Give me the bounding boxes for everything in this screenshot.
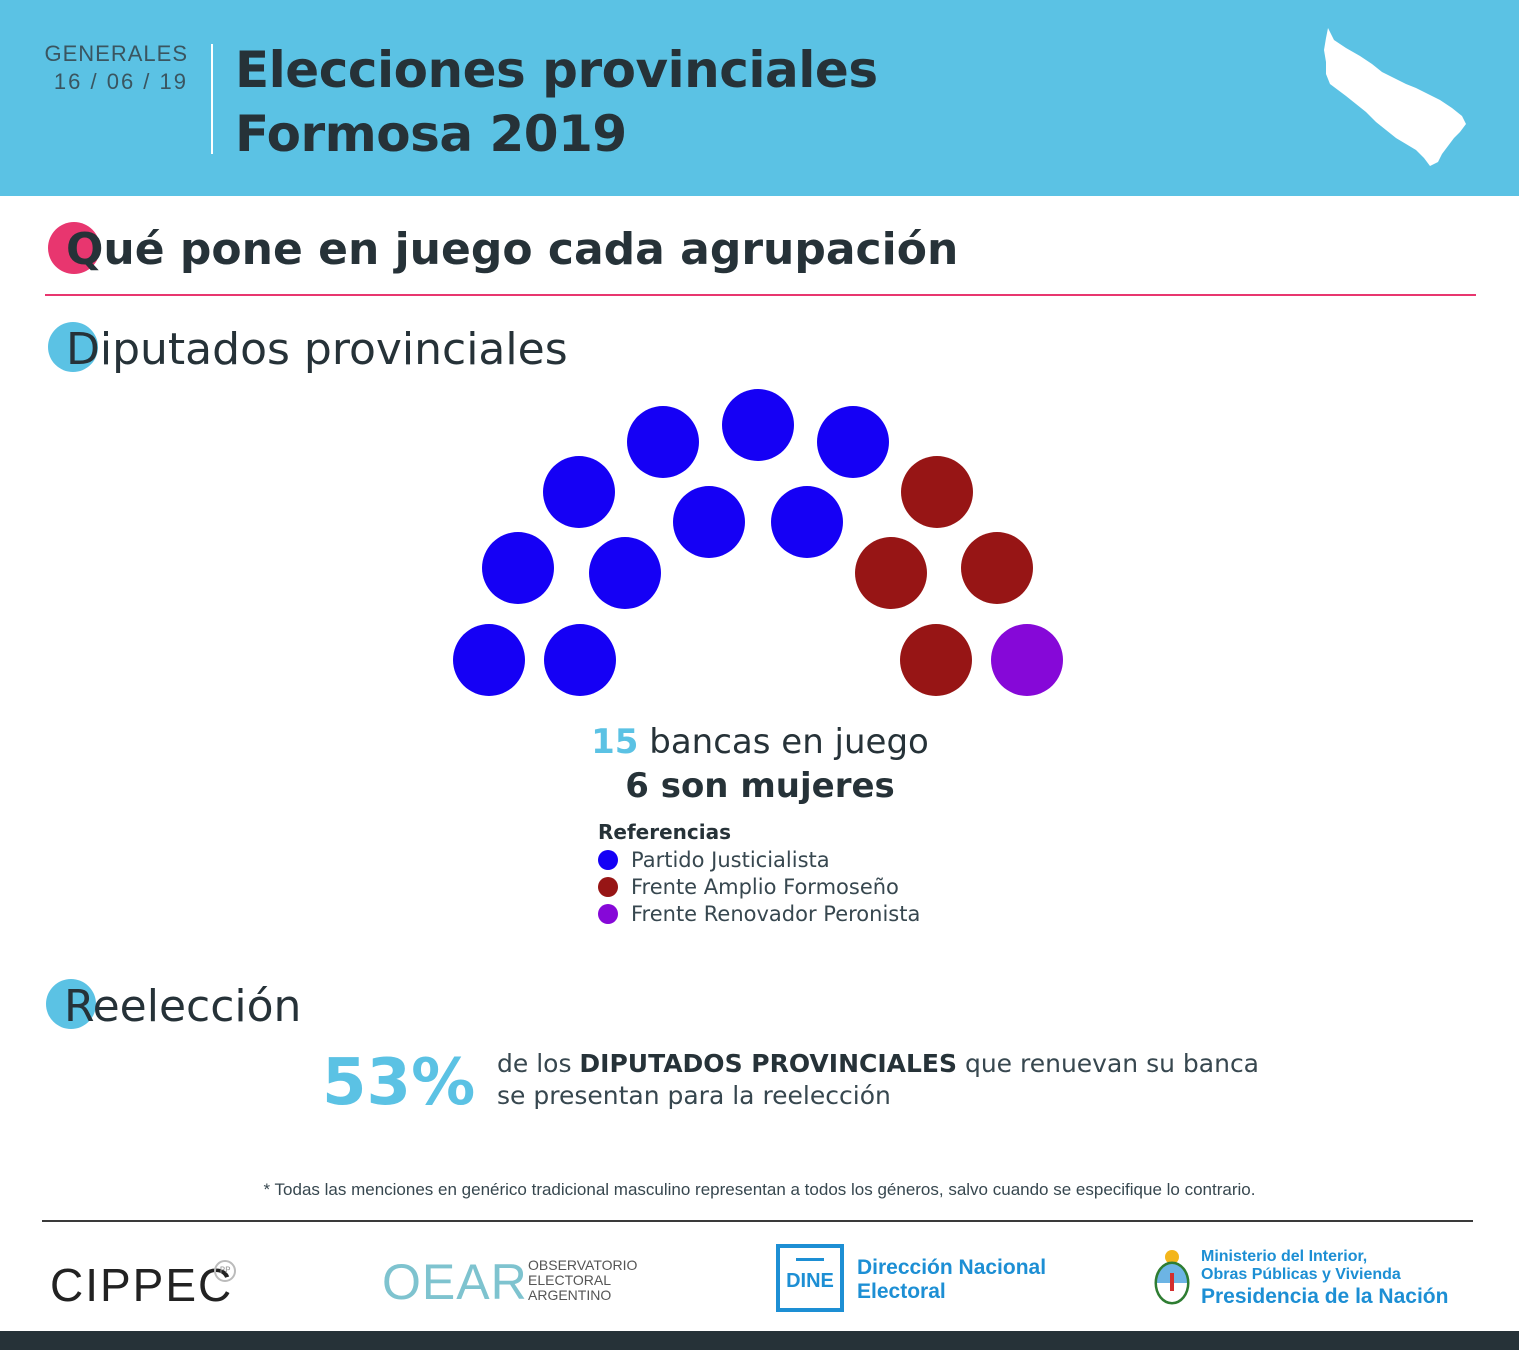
ministerio-line-3: Presidencia de la Nación	[1201, 1285, 1449, 1308]
section-heading-diputados: Diputados provinciales	[48, 322, 568, 378]
reelection-description: de los DIPUTADOS PROVINCIALES que renuev…	[497, 1048, 1259, 1112]
legend-swatch	[598, 904, 618, 924]
legend-swatch	[598, 877, 618, 897]
ministerio-line-1: Ministerio del Interior,	[1201, 1248, 1368, 1265]
seat	[961, 532, 1033, 604]
election-date: GENERALES 16 / 06 / 19	[40, 40, 188, 96]
section-title: Reelección	[64, 981, 302, 1032]
oear-line-2: ELECTORAL	[528, 1272, 611, 1288]
dine-name-line-1: Dirección Nacional	[857, 1256, 1047, 1279]
legend-item: Frente Renovador Peronista	[598, 900, 958, 927]
heading-bullet-blue	[46, 979, 96, 1029]
reelection-text-post: que renuevan su banca	[957, 1049, 1260, 1078]
oear-line-3: ARGENTINO	[528, 1287, 612, 1303]
seat	[673, 486, 745, 558]
seat	[627, 406, 699, 478]
seat	[855, 537, 927, 609]
seat	[900, 624, 972, 696]
legend: Referencias Partido Justicialista Frente…	[598, 818, 958, 927]
cippec-badge-icon: PP	[214, 1260, 236, 1282]
seat	[901, 456, 973, 528]
date-label: GENERALES	[44, 41, 188, 66]
header-banner: GENERALES 16 / 06 / 19 Elecciones provin…	[0, 0, 1519, 196]
reelection-line-2: se presentan para la reelección	[497, 1081, 891, 1110]
footnote: * Todas las menciones en genérico tradic…	[263, 1180, 1256, 1199]
section-heading-reeleccion: Reelección	[46, 977, 301, 1037]
oear-line-1: OBSERVATORIO	[528, 1257, 638, 1273]
seats-total-value: 15	[591, 722, 639, 762]
section-title: Diputados provinciales	[66, 324, 568, 375]
seat	[453, 624, 525, 696]
cippec-logo: CIPPEC	[50, 1259, 234, 1311]
dine-logo-text: DINE	[786, 1270, 834, 1292]
seats-total-line: 15 bancas en juego	[560, 720, 960, 764]
dine-logo-bar	[796, 1258, 824, 1261]
dine-name: Dirección Nacional Electoral	[857, 1256, 1046, 1304]
oear-subtitle: OBSERVATORIO ELECTORAL ARGENTINO	[528, 1258, 637, 1303]
ministerio-line-2: Obras Públicas y Vivienda	[1201, 1266, 1401, 1283]
seats-women-text: 6 son mujeres	[625, 766, 895, 806]
seat	[482, 532, 554, 604]
bottom-bar	[0, 1331, 1519, 1350]
ministerio-name: Ministerio del Interior, Obras Públicas …	[1201, 1248, 1448, 1310]
legend-item: Partido Justicialista	[598, 846, 958, 873]
reelection-line-1: de los DIPUTADOS PROVINCIALES que renuev…	[497, 1048, 1259, 1080]
oear-logo-text: OEAR	[382, 1254, 528, 1310]
seat	[771, 486, 843, 558]
formosa-province-map-icon	[1324, 28, 1466, 166]
heading-divider	[45, 294, 1476, 296]
dine-name-line-2: Electoral	[857, 1280, 946, 1303]
seats-summary: 15 bancas en juego 6 son mujeres	[560, 720, 960, 808]
title-line-2: Formosa 2019	[235, 105, 627, 163]
reelection-text-bold: DIPUTADOS PROVINCIALES	[579, 1049, 958, 1078]
reelection-percent: 53%	[322, 1046, 476, 1120]
legend-item: Frente Amplio Formoseño	[598, 873, 958, 900]
seat	[589, 537, 661, 609]
seat	[722, 389, 794, 461]
section-title: Qué pone en juego cada agrupación	[66, 224, 959, 275]
seat	[543, 456, 615, 528]
legend-swatch	[598, 850, 618, 870]
heading-bullet-pink	[48, 222, 100, 274]
legend-label: Frente Amplio Formoseño	[631, 875, 899, 899]
section-heading-agrupacion: Qué pone en juego cada agrupación	[48, 220, 958, 280]
reelection-text-pre: de los	[497, 1049, 580, 1078]
oear-logo: OEAR OBSERVATORIO ELECTORAL ARGENTINO	[382, 1252, 637, 1312]
legend-label: Frente Renovador Peronista	[631, 902, 921, 926]
page-title: Elecciones provinciales Formosa 2019	[235, 38, 1135, 166]
argentina-coat-of-arms-icon	[1154, 1250, 1190, 1305]
seat	[991, 624, 1063, 696]
legend-label: Partido Justicialista	[631, 848, 830, 872]
seat	[817, 406, 889, 478]
footer-divider	[42, 1220, 1473, 1222]
seat	[544, 624, 616, 696]
seats-total-text: bancas en juego	[638, 722, 929, 762]
header-divider	[211, 44, 213, 154]
title-line-1: Elecciones provinciales	[235, 41, 878, 99]
date-value: 16 / 06 / 19	[53, 69, 188, 94]
dine-logo: DINE	[776, 1244, 844, 1312]
heading-bullet-blue	[48, 322, 98, 372]
legend-title: Referencias	[598, 820, 732, 844]
